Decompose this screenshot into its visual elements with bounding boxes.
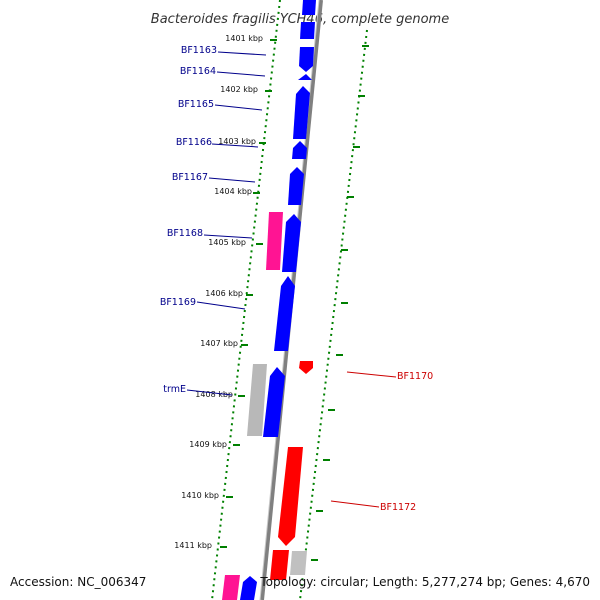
gene-blue: [299, 47, 314, 72]
gene-label-bf1166: BF1166: [176, 137, 212, 148]
accession-text: Accession: NC_006347: [10, 575, 146, 589]
genome-summary-text: Topology: circular; Length: 5,277,274 bp…: [259, 575, 590, 589]
kbp-label: 1409 kbp: [189, 440, 227, 449]
gene-blue: [282, 214, 301, 272]
kbp-label: 1401 kbp: [225, 34, 263, 43]
kbp-label: 1407 kbp: [200, 339, 238, 348]
gene-label-bf1170: BF1170: [397, 371, 433, 382]
gene-blue: [298, 74, 312, 80]
forward-genes: [240, 0, 316, 600]
left-gene-labels: BF1163 BF1164 BF1165 BF1166 BF1167 BF116…: [160, 45, 267, 396]
inner-major-ticks: [220, 39, 277, 548]
gene-red: [270, 550, 289, 580]
gene-blue: [263, 367, 285, 437]
gene-blue: [240, 576, 257, 600]
gene-blue: [274, 276, 295, 351]
gene-label-bf1163: BF1163: [181, 45, 217, 56]
gene-label-bf1167: BF1167: [172, 172, 208, 183]
gene-label-bf1164: BF1164: [180, 66, 216, 77]
reverse-genes: [270, 361, 313, 580]
kbp-label: 1406 kbp: [205, 289, 243, 298]
kbp-label: 1405 kbp: [208, 238, 246, 247]
gene-label-trme: trmE: [163, 384, 186, 395]
gene-label-bf1172: BF1172: [380, 502, 416, 513]
gene-blue: [288, 167, 304, 205]
kbp-label: 1408 kbp: [195, 390, 233, 399]
other-features: [222, 212, 307, 600]
feature-gray: [247, 364, 267, 436]
right-gene-labels: BF1170 BF1172: [330, 371, 433, 513]
outer-ticks: [311, 45, 369, 561]
kbp-label: 1410 kbp: [181, 491, 219, 500]
kbp-label: 1403 kbp: [218, 137, 256, 146]
gene-blue: [302, 0, 316, 15]
feature-gray: [290, 551, 307, 575]
gene-label-bf1168: BF1168: [167, 228, 203, 239]
gene-label-bf1165: BF1165: [178, 99, 214, 110]
gene-red: [278, 447, 303, 546]
feature-pink: [266, 212, 283, 270]
map-title: Bacteroides fragilis YCH46, complete gen…: [151, 12, 449, 27]
inner-dotted-rail: [211, 0, 281, 600]
kbp-label: 1411 kbp: [174, 541, 212, 550]
gene-blue: [292, 141, 307, 159]
kbp-labels: 1401 kbp 1402 kbp 1403 kbp 1404 kbp 1405…: [174, 34, 263, 550]
kbp-label: 1402 kbp: [220, 85, 258, 94]
gene-blue: [293, 86, 310, 139]
gene-label-bf1169: BF1169: [160, 297, 196, 308]
feature-pink: [222, 575, 240, 600]
kbp-label: 1404 kbp: [214, 187, 252, 196]
gene-red: [299, 361, 313, 374]
gene-blue: [300, 22, 315, 39]
